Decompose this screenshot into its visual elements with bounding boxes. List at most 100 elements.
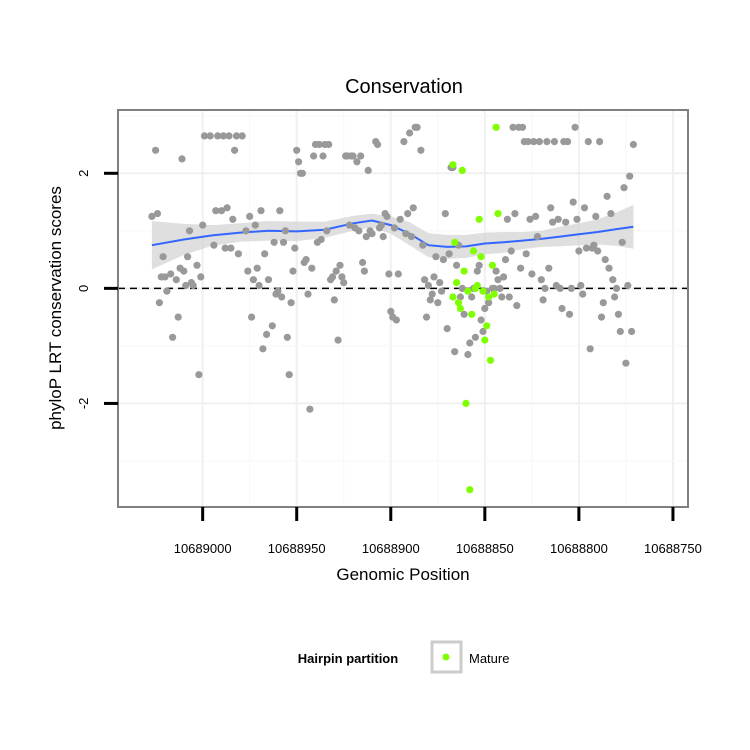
point-other <box>539 296 547 304</box>
point-other <box>390 224 399 232</box>
point-other <box>394 270 402 278</box>
point-other <box>255 281 263 290</box>
point-other <box>473 267 481 275</box>
point-mature <box>488 261 496 269</box>
point-other <box>221 244 229 252</box>
point-other <box>334 336 342 344</box>
point-other <box>306 405 314 413</box>
point-other <box>404 210 412 218</box>
point-other <box>185 227 194 235</box>
point-other <box>392 316 400 324</box>
point-other <box>592 212 600 220</box>
point-other <box>550 138 559 146</box>
point-other <box>607 210 615 218</box>
point-other <box>496 284 504 292</box>
point-other <box>189 281 197 290</box>
point-other <box>259 345 267 353</box>
point-other <box>153 210 162 218</box>
legend: Hairpin partition Mature <box>298 640 509 674</box>
point-other <box>251 221 259 229</box>
point-mature <box>490 290 498 298</box>
point-mature <box>462 399 470 407</box>
point-other <box>590 241 598 249</box>
point-other <box>549 218 557 226</box>
point-other <box>526 215 534 223</box>
point-other <box>368 230 376 238</box>
point-other <box>622 359 630 367</box>
point-other <box>439 256 447 264</box>
point-other <box>571 123 579 131</box>
x-tick-label: 10688850 <box>456 541 514 556</box>
point-other <box>468 293 476 301</box>
point-other <box>232 132 241 140</box>
point-other <box>609 276 617 284</box>
point-other <box>436 279 444 287</box>
point-other <box>289 267 297 275</box>
point-other <box>541 284 549 292</box>
point-other <box>278 293 286 301</box>
point-other <box>155 299 163 307</box>
point-mature <box>475 215 483 223</box>
point-mature <box>492 123 500 131</box>
point-other <box>522 250 530 258</box>
point-mature <box>469 247 478 255</box>
point-other <box>407 233 416 241</box>
point-other <box>246 212 254 220</box>
point-other <box>453 261 461 269</box>
point-other <box>161 273 169 281</box>
plot-panel <box>118 110 688 507</box>
point-other <box>330 296 338 304</box>
point-other <box>249 276 257 284</box>
point-other <box>291 244 299 252</box>
point-other <box>238 132 246 140</box>
point-other <box>500 273 508 281</box>
plot-border <box>117 109 689 508</box>
point-other <box>503 215 511 223</box>
point-other <box>402 230 410 238</box>
point-other <box>421 276 429 284</box>
point-other <box>338 273 346 281</box>
point-other <box>387 307 395 315</box>
point-other <box>178 155 186 163</box>
point-other <box>355 227 363 235</box>
point-other <box>400 138 408 146</box>
points-layer <box>148 123 638 494</box>
point-other <box>308 264 316 272</box>
point-mature <box>473 281 481 290</box>
point-other <box>528 270 536 278</box>
point-other <box>274 287 282 295</box>
point-other <box>148 212 156 220</box>
point-other <box>413 123 421 131</box>
point-other <box>471 333 479 341</box>
point-other <box>234 250 242 258</box>
point-other <box>214 132 222 140</box>
point-other <box>374 140 382 149</box>
point-other <box>443 325 451 333</box>
point-other <box>417 146 425 154</box>
point-other <box>460 310 468 318</box>
point-other <box>456 293 464 301</box>
point-other <box>579 290 587 298</box>
point-other <box>565 310 574 318</box>
point-other <box>285 371 293 379</box>
point-other <box>302 256 310 264</box>
y-tick-label: -2 <box>76 398 91 410</box>
point-other <box>533 233 542 241</box>
point-other <box>163 287 171 295</box>
point-other <box>501 256 510 264</box>
point-other <box>575 247 583 255</box>
point-other <box>195 371 203 379</box>
point-other <box>481 304 489 313</box>
point-other <box>229 215 237 223</box>
point-other <box>217 207 226 215</box>
point-other <box>174 313 182 321</box>
point-other <box>385 270 393 278</box>
point-other <box>276 207 284 215</box>
point-other <box>547 204 555 212</box>
point-other <box>586 345 594 353</box>
point-mature <box>483 322 491 330</box>
point-mature <box>477 253 485 261</box>
point-other <box>169 333 177 341</box>
point-other <box>206 132 214 140</box>
